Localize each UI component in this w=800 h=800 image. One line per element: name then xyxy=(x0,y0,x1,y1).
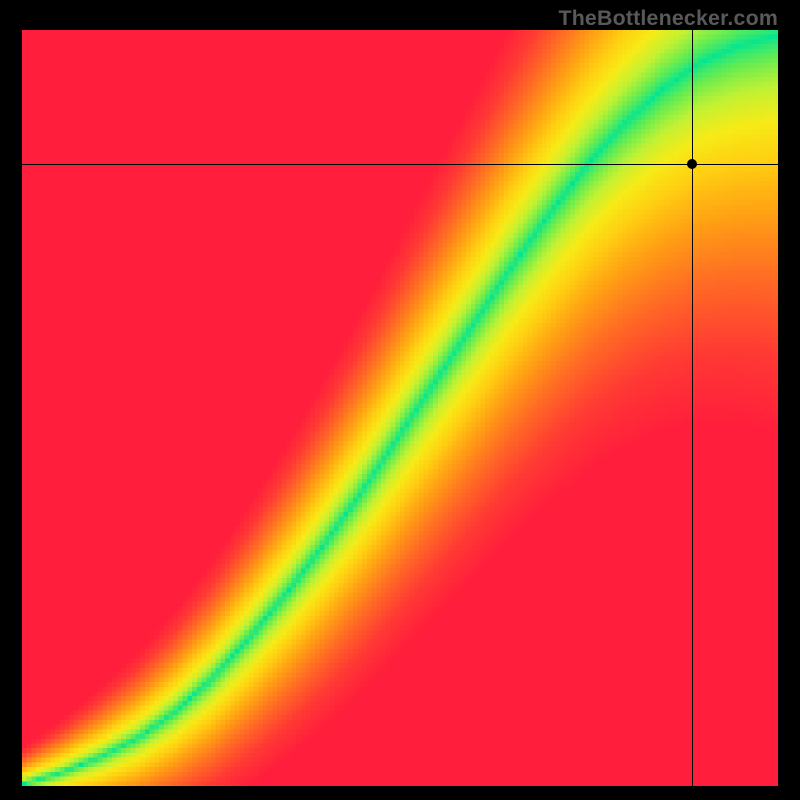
marker-dot xyxy=(687,159,697,169)
crosshair-horizontal xyxy=(22,164,778,165)
plot-area xyxy=(22,30,778,786)
chart-container: TheBottlenecker.com xyxy=(0,0,800,800)
heatmap-canvas xyxy=(22,30,778,786)
crosshair-vertical xyxy=(692,30,693,786)
watermark-text: TheBottlenecker.com xyxy=(558,6,778,31)
